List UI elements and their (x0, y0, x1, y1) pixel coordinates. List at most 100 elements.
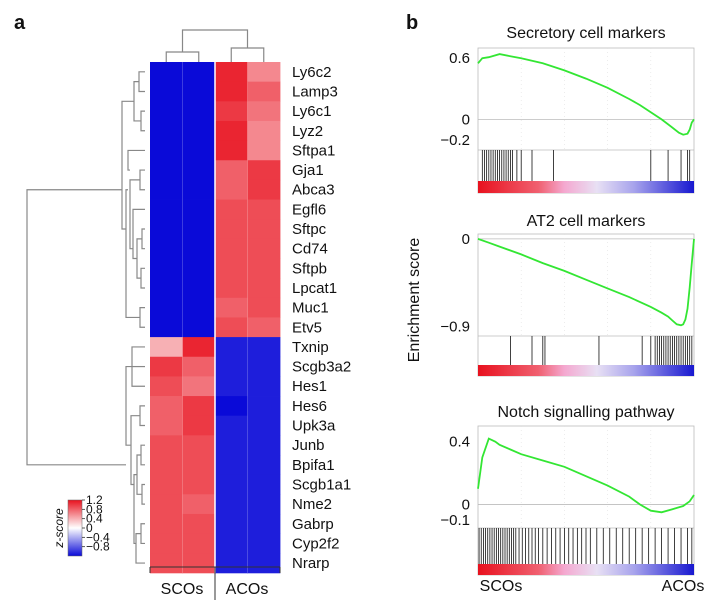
gsea-title: Notch signalling pathway (498, 404, 675, 421)
gene-label: Ly6c1 (292, 103, 331, 120)
y-tick-label: −0.9 (440, 318, 470, 335)
heatmap-cell (247, 238, 281, 259)
heatmap-cell (150, 533, 183, 554)
heatmap-cell (247, 120, 281, 141)
heatmap-cell (247, 317, 281, 338)
gene-label: Hes1 (292, 378, 327, 395)
legend-tick-label: 0 (86, 521, 93, 535)
heatmap-cell (215, 140, 248, 161)
dendrogram-branch (140, 110, 145, 132)
heatmap-cell (215, 356, 248, 377)
heatmap-cell (182, 278, 216, 299)
heatmap-cell (182, 199, 216, 220)
heatmap-cell (247, 415, 281, 436)
y-tick-label: 0 (462, 496, 470, 513)
heatmap-cell (247, 474, 281, 495)
gsea-panel-2: AT2 cell markers 0 −0.9 (440, 213, 695, 377)
heatmap-cell (150, 455, 183, 476)
heatmap-cell (215, 219, 248, 240)
heatmap-cell (247, 435, 281, 456)
gene-label: Hes6 (292, 398, 327, 415)
heatmap-cell (215, 455, 248, 476)
heatmap-cell (247, 81, 281, 102)
heatmap-cell (182, 160, 216, 181)
heatmap-cell (215, 101, 248, 122)
gsea-title: AT2 cell markers (527, 213, 646, 230)
heatmap-cell (182, 258, 216, 279)
heatmap-cell (150, 238, 183, 259)
gene-label: Nrarp (292, 555, 330, 572)
enrichment-line (477, 437, 695, 514)
heatmap-cell (215, 337, 248, 358)
heatmap-cell (247, 376, 281, 397)
heatmap-cell (215, 553, 248, 574)
dendrogram-branch (138, 71, 145, 93)
dendrogram-branch (125, 189, 140, 319)
gene-label: Junb (292, 437, 325, 454)
heatmap-cell (182, 120, 216, 141)
heatmap-cell (182, 101, 216, 122)
dendrogram-branch (139, 307, 145, 328)
gene-label: Lamp3 (292, 83, 338, 100)
heatmap-cell (247, 278, 281, 299)
heatmap-cell (247, 219, 281, 240)
group-label-acos: ACOs (226, 581, 269, 598)
heatmap-cell (182, 455, 216, 476)
heatmap-cell (182, 396, 216, 417)
heatmap-cell (182, 513, 216, 534)
heatmap-cell (215, 513, 248, 534)
heatmap-cell (182, 317, 216, 338)
heatmap-cell (247, 258, 281, 279)
heatmap-cell (150, 553, 183, 574)
dendrogram-branch (135, 533, 145, 564)
gene-label: Gabrp (292, 516, 334, 533)
gene-label: Scgb3a2 (292, 359, 351, 376)
dendrogram-branch (125, 365, 132, 446)
heatmap-cell (150, 435, 183, 456)
panel-letter-a: a (14, 12, 26, 34)
gene-label: Nme2 (292, 496, 332, 513)
heatmap-cell (182, 553, 216, 574)
rank-color-bar (478, 564, 694, 575)
heatmap-cell (247, 513, 281, 534)
gene-label: Scgb1a1 (292, 476, 351, 493)
heatmap-panel: Ly6c2 Lamp3 Ly6c1 Lyz2 Sftpa1 Gja1 Abca3 Egfl6 S… (26, 29, 351, 600)
heatmap-cell (182, 376, 216, 397)
gene-label: Cd74 (292, 241, 328, 258)
dendrogram-branch (140, 444, 145, 466)
heatmap-cell (215, 179, 248, 200)
heatmap-cell (247, 179, 281, 200)
rank-color-bar (478, 365, 694, 376)
heatmap-cell (150, 81, 183, 102)
gsea-x-label-scos: SCOs (480, 578, 523, 595)
gene-label: Txnip (292, 339, 329, 356)
heatmap-cell (247, 553, 281, 574)
heatmap-cell (150, 297, 183, 318)
dendrogram-branch (141, 483, 145, 505)
enrichment-line (477, 53, 695, 136)
heatmap-cell (150, 415, 183, 436)
y-tick-label: −0.1 (440, 512, 470, 529)
heatmap-cell (150, 474, 183, 495)
heatmap-cell (215, 81, 248, 102)
heatmap-cell (182, 494, 216, 515)
gsea-panel-3: Notch signalling pathway 0.4 0−0.1 (440, 404, 695, 576)
heatmap-cell (247, 455, 281, 476)
heatmap-cell (215, 376, 248, 397)
heatmap-cell (215, 494, 248, 515)
gene-label: Muc1 (292, 300, 329, 317)
gene-label: Sftpb (292, 260, 327, 277)
heatmap-cell (247, 533, 281, 554)
heatmap-cell (215, 238, 248, 259)
gene-label: Etv5 (292, 319, 322, 336)
z-score-colorbar (67, 499, 83, 557)
heatmap-cells (150, 62, 281, 574)
heatmap-cell (182, 140, 216, 161)
heatmap-cell (182, 356, 216, 377)
dendrograms (26, 29, 265, 564)
heatmap-cell (150, 160, 183, 181)
dendrogram-branch (129, 179, 140, 250)
dendrogram-branch (140, 523, 145, 545)
heatmap-cell (247, 337, 281, 358)
